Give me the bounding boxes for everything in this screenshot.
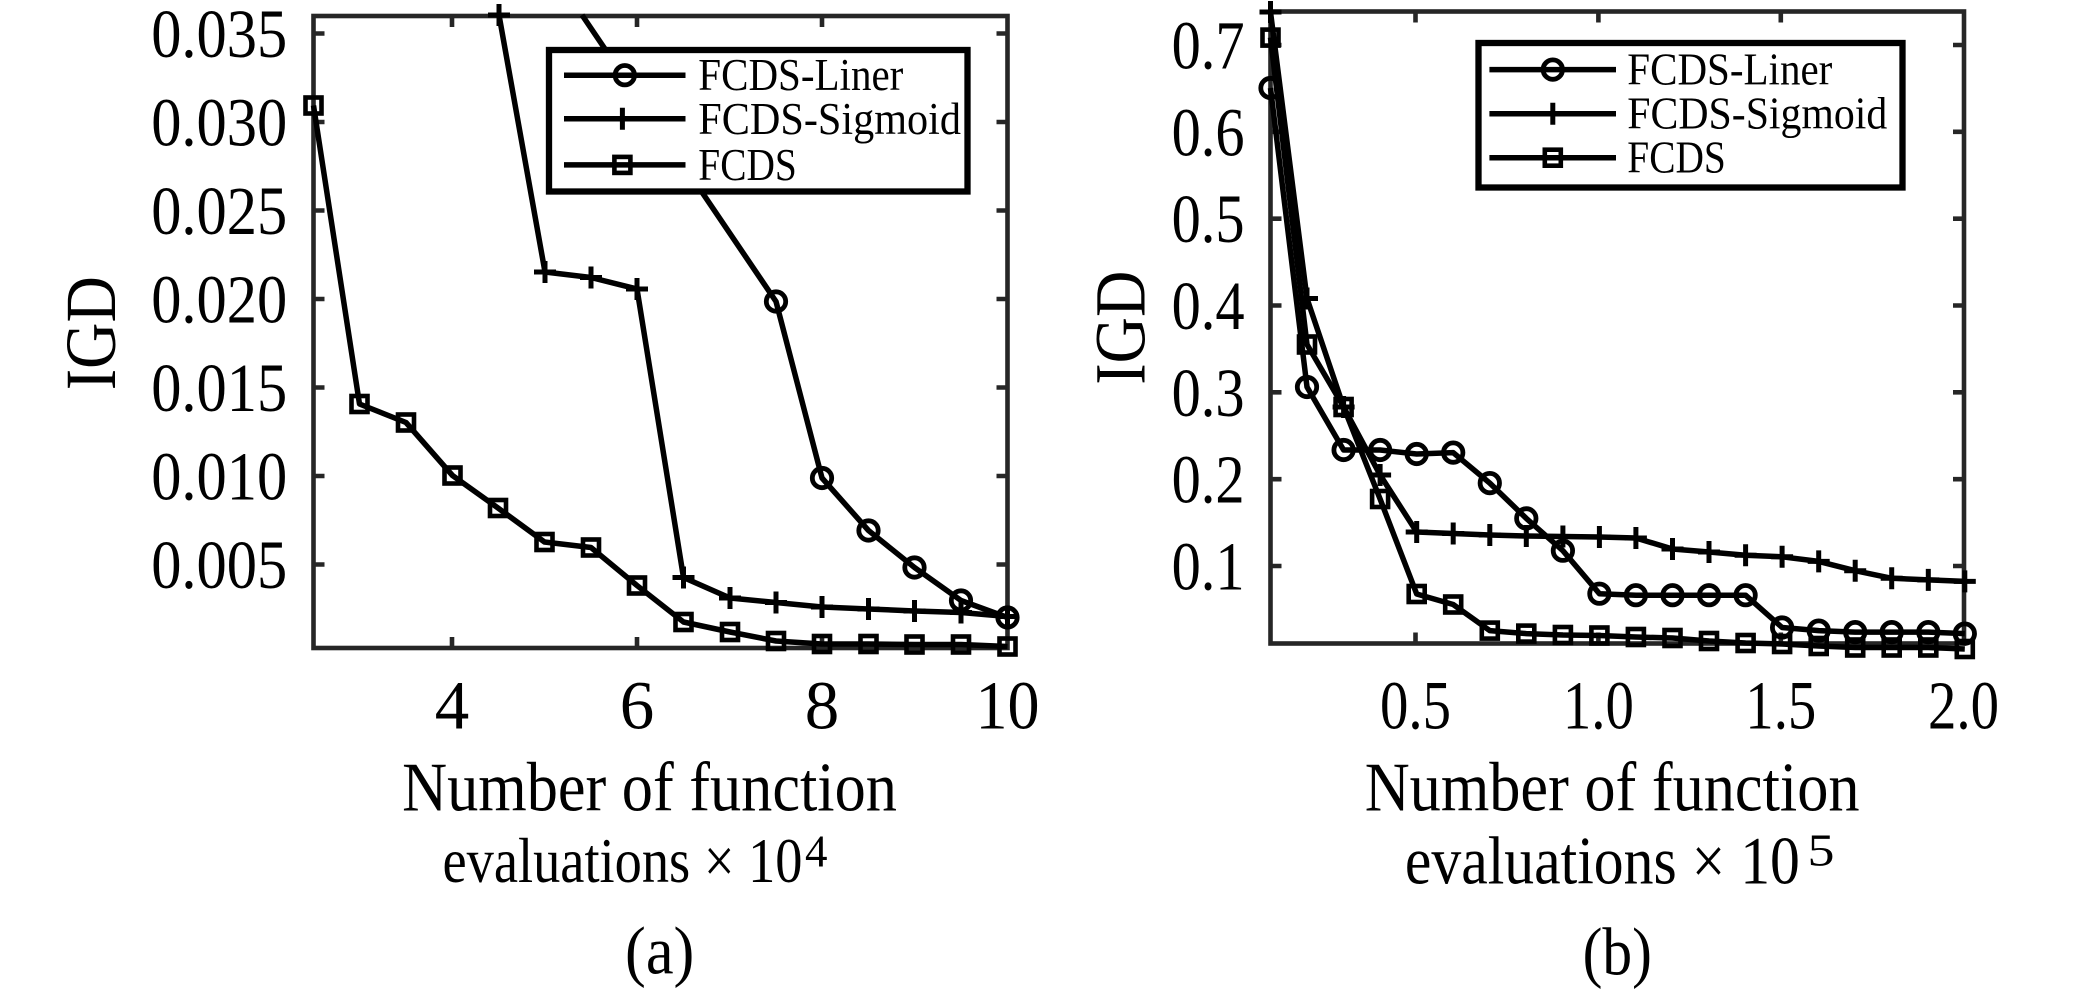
svg-text:4: 4 <box>805 826 828 876</box>
svg-text:0.1: 0.1 <box>1172 529 1245 605</box>
svg-text:0.020: 0.020 <box>151 262 287 338</box>
svg-text:FCDS-Liner: FCDS-Liner <box>698 50 903 100</box>
svg-text:1.5: 1.5 <box>1745 668 1816 744</box>
svg-text:0.6: 0.6 <box>1172 94 1245 170</box>
svg-text:0.5: 0.5 <box>1172 181 1245 257</box>
svg-text:evaluations × 10: evaluations × 10 <box>443 825 803 896</box>
svg-text:FCDS: FCDS <box>1627 133 1726 183</box>
svg-text:IGD: IGD <box>1081 271 1161 385</box>
svg-text:0.025: 0.025 <box>151 173 287 249</box>
svg-text:1.0: 1.0 <box>1563 668 1634 744</box>
svg-text:IGD: IGD <box>51 276 131 390</box>
svg-text:0.7: 0.7 <box>1172 8 1245 84</box>
svg-text:evaluations × 10: evaluations × 10 <box>1405 823 1800 899</box>
svg-text:8: 8 <box>805 668 840 744</box>
svg-text:0.2: 0.2 <box>1172 442 1245 518</box>
svg-text:0.015: 0.015 <box>151 350 287 426</box>
svg-text:5: 5 <box>1808 826 1835 876</box>
svg-text:(a): (a) <box>625 913 694 989</box>
svg-text:0.4: 0.4 <box>1172 268 1245 344</box>
svg-text:0.5: 0.5 <box>1380 668 1451 744</box>
svg-text:(b): (b) <box>1583 914 1652 990</box>
svg-text:FCDS-Sigmoid: FCDS-Sigmoid <box>698 94 961 144</box>
svg-text:Number of function: Number of function <box>402 750 897 827</box>
svg-text:0.010: 0.010 <box>151 439 287 515</box>
svg-text:2.0: 2.0 <box>1928 668 1999 744</box>
svg-text:0.3: 0.3 <box>1172 355 1245 431</box>
svg-text:10: 10 <box>976 668 1040 744</box>
svg-text:0.035: 0.035 <box>151 0 287 72</box>
svg-text:6: 6 <box>620 668 655 744</box>
svg-text:FCDS: FCDS <box>698 140 797 190</box>
svg-text:FCDS-Sigmoid: FCDS-Sigmoid <box>1627 89 1887 139</box>
svg-text:0.005: 0.005 <box>151 527 287 603</box>
svg-text:4: 4 <box>435 668 470 744</box>
svg-text:0.030: 0.030 <box>151 85 287 161</box>
svg-text:Number of function: Number of function <box>1365 750 1860 827</box>
svg-text:FCDS-Liner: FCDS-Liner <box>1627 45 1832 95</box>
